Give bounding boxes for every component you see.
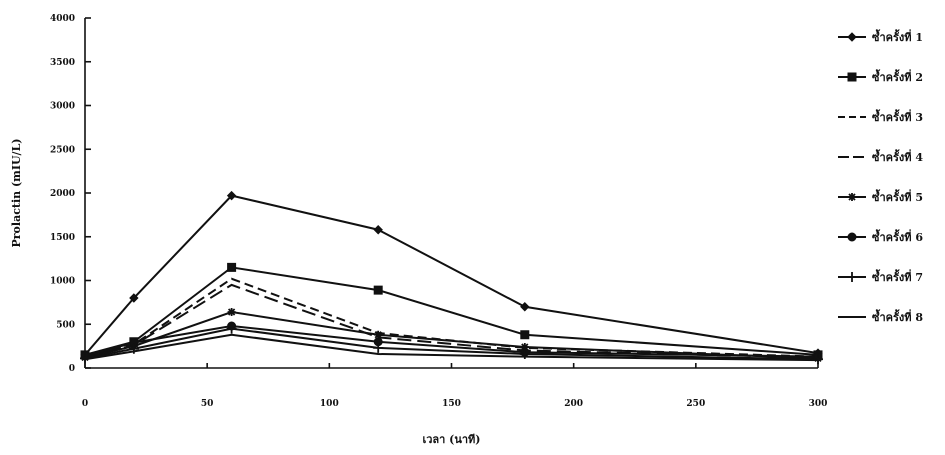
legend-label: ซ้ำครั้งที่ 5 — [872, 189, 923, 204]
series-line-8 — [84, 333, 819, 362]
legend: ซ้ำครั้งที่ 1 ซ้ำครั้งที่ 2 ซ้ำครั้งที่ 3 ซ… — [838, 29, 923, 324]
legend-label: ซ้ำครั้งที่ 1 — [872, 29, 923, 44]
legend-marker — [847, 272, 857, 282]
data-point — [226, 323, 237, 334]
data-point — [374, 330, 383, 339]
axes — [84, 18, 818, 369]
data-point — [129, 293, 139, 303]
y-ticks: 0 500 1000 1500 2000 2500 3000 3500 4000 — [50, 14, 91, 374]
y-tick-label: 4000 — [50, 14, 75, 24]
legend-item-8: ซ้ำครั้งที่ 8 — [838, 309, 923, 324]
y-tick-label: 2500 — [50, 145, 75, 155]
y-tick-label: 1000 — [50, 277, 75, 287]
legend-item-4: ซ้ำครั้งที่ 4 — [838, 149, 923, 164]
y-tick-label: 2000 — [50, 189, 75, 199]
data-point — [227, 262, 237, 272]
x-tick-label: 50 — [201, 399, 214, 409]
x-ticks: 0 50 100 150 200 250 300 — [82, 363, 828, 409]
x-tick-label: 300 — [809, 399, 828, 409]
data-point — [520, 302, 530, 312]
y-tick-label: 500 — [56, 320, 75, 330]
y-tick-label: 0 — [69, 364, 75, 374]
series-8 — [84, 333, 819, 362]
data-point — [373, 225, 383, 235]
x-tick-label: 200 — [564, 399, 583, 409]
data-point — [226, 190, 237, 201]
x-tick-label: 0 — [82, 399, 88, 409]
y-tick-label: 1500 — [50, 233, 75, 243]
series-2 — [80, 262, 823, 360]
x-axis-title: เวลา (นาที) — [422, 433, 480, 446]
legend-marker — [847, 32, 857, 42]
legend-item-1: ซ้ำครั้งที่ 1 — [838, 29, 923, 44]
series-line-5 — [84, 310, 819, 360]
series-1 — [80, 190, 823, 360]
x-tick-label: 100 — [320, 399, 339, 409]
legend-label: ซ้ำครั้งที่ 8 — [872, 309, 923, 324]
y-axis-title: Prolactin (mIU/L) — [10, 138, 23, 247]
series-line-6 — [84, 324, 819, 358]
data-point — [227, 308, 236, 316]
series-line-1 — [84, 194, 819, 356]
legend-marker — [848, 193, 856, 201]
legend-item-5: ซ้ำครั้งที่ 5 — [838, 189, 923, 204]
y-tick-label: 3500 — [50, 58, 75, 68]
legend-item-3: ซ้ำครั้งที่ 3 — [838, 109, 923, 124]
series-3 — [84, 277, 819, 358]
data-point — [373, 342, 384, 353]
x-tick-label: 150 — [442, 399, 461, 409]
legend-item-7: ซ้ำครั้งที่ 7 — [838, 269, 923, 284]
series-line-7 — [84, 327, 819, 361]
legend-label: ซ้ำครั้งที่ 6 — [872, 229, 923, 244]
legend-label: ซ้ำครั้งที่ 4 — [872, 149, 923, 164]
series-layer — [80, 190, 823, 365]
legend-item-2: ซ้ำครั้งที่ 2 — [838, 69, 923, 84]
legend-item-6: ซ้ำครั้งที่ 6 — [838, 229, 923, 244]
legend-marker — [847, 232, 857, 242]
data-point — [373, 285, 383, 295]
y-tick-label: 3000 — [50, 102, 75, 112]
data-point — [520, 343, 529, 351]
legend-label: ซ้ำครั้งที่ 3 — [872, 109, 923, 124]
x-tick-label: 250 — [686, 399, 705, 409]
legend-label: ซ้ำครั้งที่ 2 — [872, 69, 923, 84]
legend-label: ซ้ำครั้งที่ 7 — [872, 269, 923, 284]
data-point — [520, 330, 530, 340]
series-line-3 — [84, 277, 819, 358]
legend-marker — [847, 72, 857, 82]
